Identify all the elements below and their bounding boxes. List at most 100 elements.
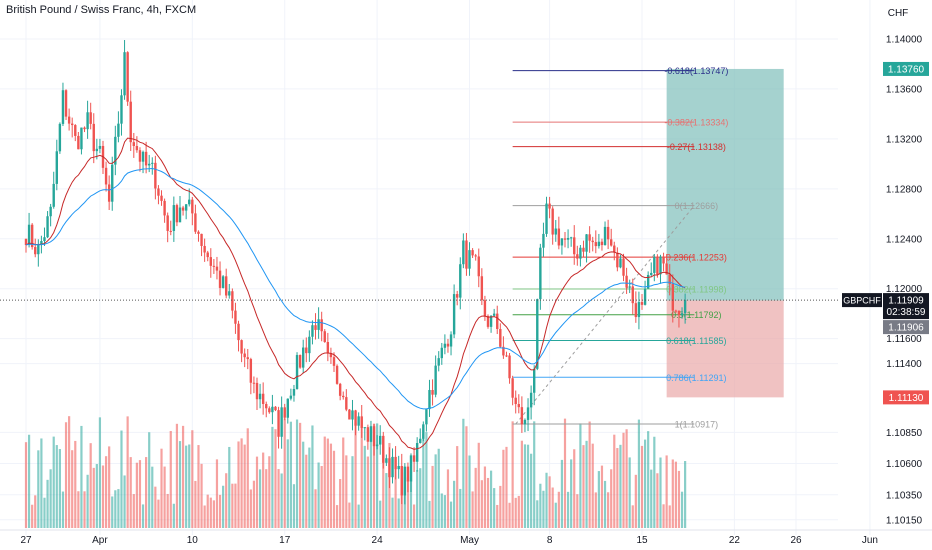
volume-bar	[517, 495, 520, 528]
volume-bar	[613, 434, 616, 528]
fib-extension[interactable]: -0.618(1.13747) -0.382(1.13334) -0.27(1.13…	[512, 66, 729, 429]
candle-body	[372, 426, 376, 447]
candle-body	[505, 355, 508, 357]
volume-bar	[600, 465, 604, 528]
volume-bar	[37, 450, 40, 528]
candle-body	[634, 303, 638, 318]
volume-bar	[363, 445, 366, 528]
candle-body	[603, 226, 607, 246]
volume-bar	[246, 428, 249, 528]
candle-body	[483, 300, 487, 316]
target-price-tag-bg	[883, 61, 929, 76]
candle-body	[92, 123, 95, 152]
candle-body	[428, 389, 431, 410]
candle-body	[129, 101, 132, 143]
volume-bar	[533, 421, 536, 528]
volume-bar	[151, 466, 154, 528]
candle-body	[594, 242, 597, 247]
volume-bar	[462, 418, 465, 528]
volume-bar	[542, 490, 545, 528]
candle-body	[480, 276, 484, 301]
volume-bar	[348, 502, 351, 528]
volume-bar	[83, 491, 86, 528]
volume-bar	[520, 440, 523, 528]
candle-body	[388, 458, 391, 478]
volume-bar	[135, 462, 138, 528]
candle-body	[551, 208, 554, 235]
candle-body	[323, 331, 326, 343]
candle-body	[431, 389, 434, 395]
price-tick-label: 1.10600	[886, 459, 923, 470]
candle-body	[468, 250, 471, 269]
candle-body	[218, 270, 222, 288]
candle-body	[508, 355, 511, 379]
volume-bar	[92, 467, 95, 528]
candle-body	[619, 258, 622, 268]
candle-body	[459, 264, 462, 298]
volume-bars	[24, 416, 687, 528]
candle-body	[440, 347, 443, 359]
candle-body	[579, 247, 582, 259]
candle-body	[151, 162, 154, 164]
candle-body	[622, 258, 625, 276]
candle-body	[86, 112, 89, 130]
volume-bar	[684, 461, 687, 528]
volume-bar	[141, 504, 145, 528]
time-axis[interactable]: 27 Apr 10 17 24 May 8 15 22 26 Jun	[0, 529, 932, 546]
volume-bar	[64, 422, 68, 528]
volume-bar	[24, 442, 28, 528]
candle-body	[157, 188, 160, 196]
symbol-tag: GBPCHF	[843, 296, 881, 306]
candle-body	[305, 347, 308, 354]
candle-body	[369, 426, 373, 442]
position-zones[interactable]	[666, 68, 784, 398]
candle-body	[52, 183, 55, 207]
profit-zone	[666, 68, 784, 301]
price-axis[interactable]: CHF 1.14000 1.13600 1.13200 1.12800 1.12400 1.…	[842, 8, 929, 526]
candle-body	[98, 145, 102, 149]
volume-bar	[335, 505, 339, 528]
volume-bar	[222, 485, 225, 528]
volume-bar	[640, 445, 644, 528]
volume-bar	[622, 432, 625, 528]
volume-bar	[104, 456, 108, 528]
candle-body	[292, 388, 296, 396]
candle-body	[382, 435, 385, 463]
candle-body	[61, 90, 65, 124]
candle-body	[209, 257, 212, 266]
time-tick-label: Jun	[862, 535, 878, 546]
volume-bar	[74, 440, 77, 528]
candle-body	[67, 116, 71, 124]
candle-body	[104, 167, 108, 185]
volume-bar	[126, 416, 129, 528]
candle-body	[536, 299, 539, 369]
volume-bar	[659, 457, 662, 528]
volume-bar	[181, 425, 185, 528]
candle-body	[449, 334, 453, 347]
candle-body	[529, 392, 533, 408]
volume-bar	[332, 450, 336, 528]
candle-body	[415, 443, 419, 462]
volume-bar	[148, 432, 151, 528]
volume-bar	[514, 497, 517, 528]
candle-body	[24, 238, 28, 246]
volume-bar	[647, 431, 650, 528]
candle-body	[585, 234, 588, 252]
candle-body	[671, 284, 674, 311]
gray-price-tag-bg	[883, 320, 929, 335]
volume-bar	[326, 438, 329, 528]
candle-body	[409, 455, 413, 482]
volume-bar	[428, 500, 431, 528]
volume-bar	[483, 466, 487, 528]
volume-bar	[437, 448, 440, 528]
candle-body	[665, 263, 668, 275]
candle-body	[74, 125, 77, 136]
volume-bar	[27, 434, 31, 528]
candle-body	[114, 136, 117, 165]
volume-bar	[234, 483, 237, 528]
candle-body	[34, 247, 37, 255]
candle-body	[668, 274, 671, 285]
candle-body	[456, 294, 459, 298]
volume-bar	[40, 438, 43, 528]
